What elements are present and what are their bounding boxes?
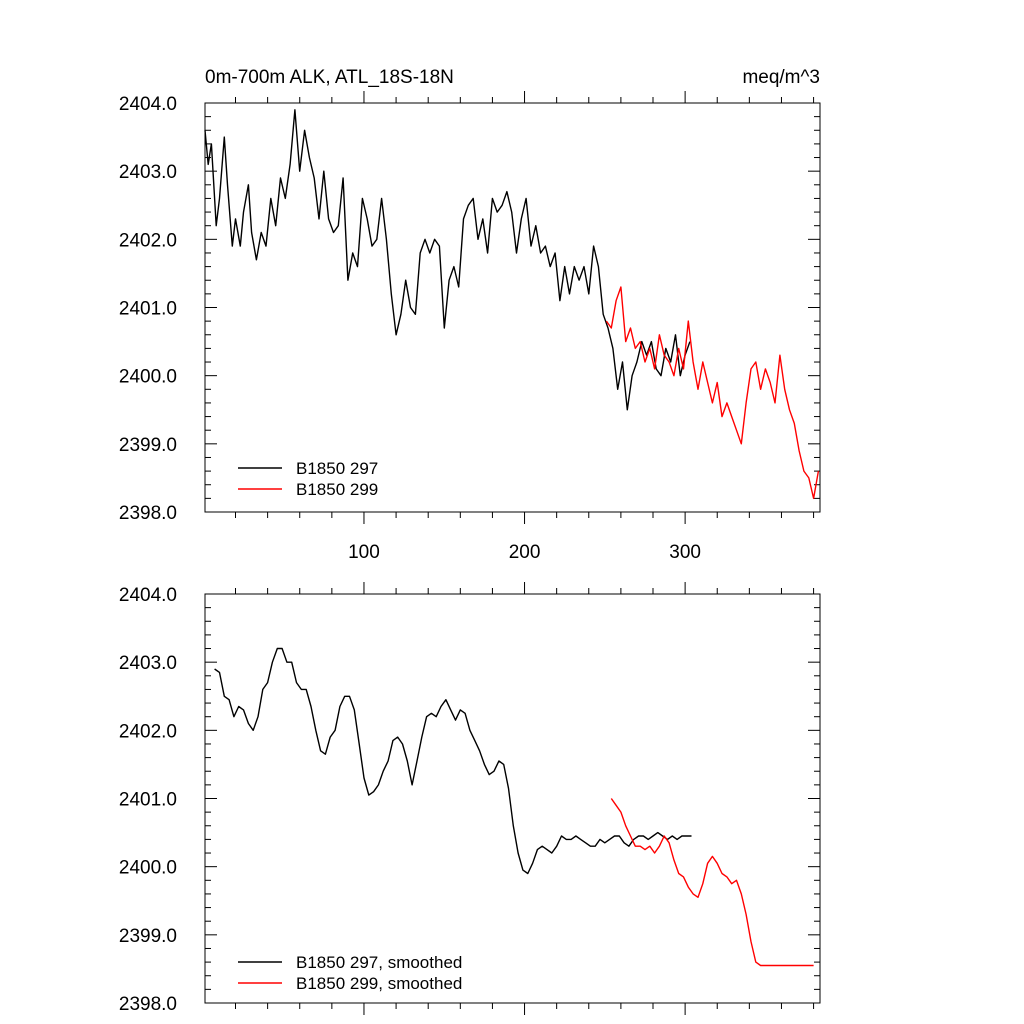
x-tick-label: 100 — [348, 542, 380, 563]
y-tick-label: 2402.0 — [119, 721, 177, 742]
x-tick-label: 300 — [669, 542, 701, 563]
y-tick-label: 2404.0 — [119, 94, 177, 115]
legend-label: B1850 299 — [296, 480, 378, 499]
y-tick-label: 2398.0 — [119, 503, 177, 524]
bottom-panel: 2398.0 2399.0 2400.0 2401.0 2402.0 2403.0 2404… — [119, 582, 821, 1015]
y-tick-label: 2404.0 — [119, 585, 177, 606]
legend-label: B1850 299, smoothed — [296, 974, 462, 993]
top-panel: 2398.0 2399.0 2400.0 2401.0 2402.0 2403.0 2404… — [119, 67, 821, 563]
chart-title: 0m-700m ALK, ATL_18S-18N — [205, 67, 454, 88]
y-tick-label: 2401.0 — [119, 299, 177, 320]
y-tick-label: 2403.0 — [119, 653, 177, 674]
series-line-b1850-297 — [204, 109, 691, 411]
legend-label: B1850 297, smoothed — [296, 953, 462, 972]
series-line-b1850-299 — [605, 286, 820, 500]
y-tick-label: 2400.0 — [119, 367, 177, 388]
y-tick-label: 2400.0 — [119, 858, 177, 879]
y-tick-label: 2403.0 — [119, 162, 177, 183]
y-tick-label: 2402.0 — [119, 230, 177, 251]
plot-frame — [204, 102, 821, 513]
x-tick-label: 200 — [509, 542, 541, 563]
legend-label: B1850 297 — [296, 459, 378, 478]
series-line-b1850-297 — [214, 647, 692, 875]
y-tick-label: 2401.0 — [119, 790, 177, 811]
plot-frame — [204, 593, 821, 1004]
series-line-b1850-299 — [610, 798, 814, 967]
chart-units: meq/m^3 — [742, 67, 820, 88]
y-tick-label: 2399.0 — [119, 926, 177, 947]
y-tick-label: 2398.0 — [119, 994, 177, 1015]
y-tick-label: 2399.0 — [119, 435, 177, 456]
